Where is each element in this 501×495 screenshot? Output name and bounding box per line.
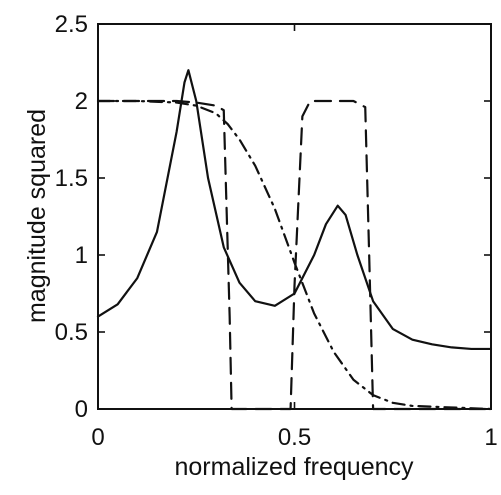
y-axis-title: magnitude squared bbox=[23, 109, 51, 323]
solid-series-line bbox=[96, 69, 493, 351]
y-tick-label: 0 bbox=[75, 396, 88, 423]
y-tick-label: 1.5 bbox=[55, 165, 88, 192]
y-tick-label: 0.5 bbox=[55, 319, 88, 346]
y-tick-labels: 0 0.5 1 1.5 2 2.5 bbox=[55, 11, 88, 423]
x-tick-label: 0.5 bbox=[278, 424, 311, 451]
dashdot-series-line bbox=[96, 99, 493, 411]
x-axis-title: normalized frequency bbox=[174, 453, 414, 481]
y-tick-label: 1 bbox=[75, 242, 88, 269]
tick-layer bbox=[97, 23, 492, 410]
y-tick-label: 2.5 bbox=[55, 11, 88, 38]
dashed-series-line bbox=[96, 99, 493, 411]
x-tick-label: 1 bbox=[484, 424, 497, 451]
series-layer bbox=[96, 69, 493, 411]
x-tick-label: 0 bbox=[91, 424, 104, 451]
y-tick-label: 2 bbox=[75, 88, 88, 115]
plot-area bbox=[96, 23, 493, 411]
x-tick-labels: 0 0.5 1 bbox=[91, 424, 497, 451]
axes-frame bbox=[97, 23, 492, 410]
